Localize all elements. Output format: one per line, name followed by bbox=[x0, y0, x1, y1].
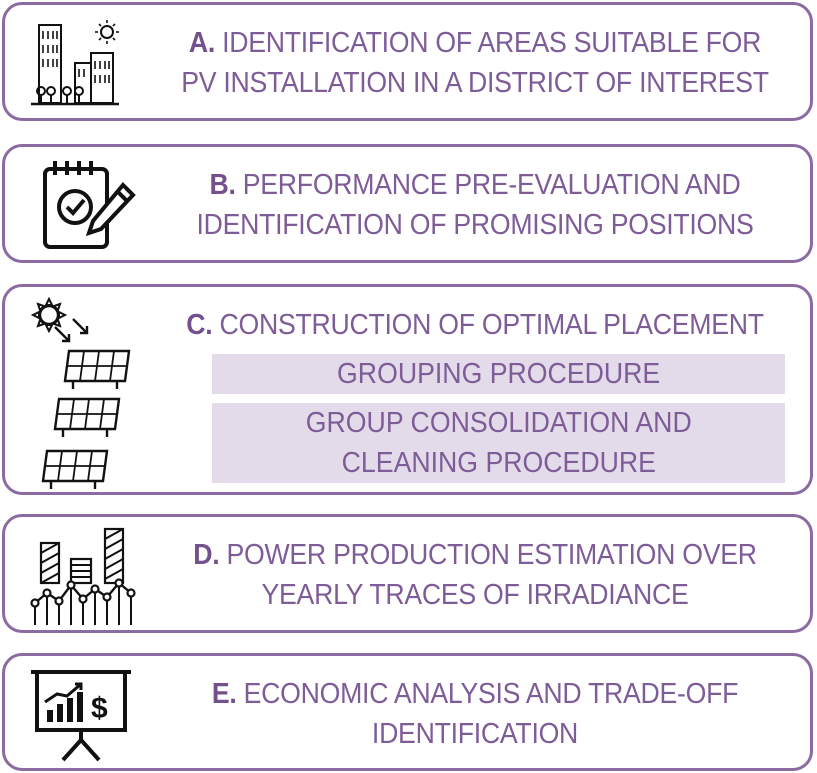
city-buildings-icon bbox=[27, 17, 123, 113]
step-e-title: E. ECONOMIC ANALYSIS AND TRADE-OFF IDENTI… bbox=[211, 678, 739, 750]
step-d-panel: D. POWER PRODUCTION ESTIMATION OVER YEARL… bbox=[2, 514, 813, 633]
sun-solar-panels-icon bbox=[29, 295, 139, 491]
substep-consolidation-cleaning: GROUP CONSOLIDATION AND CLEANING PROCEDUR… bbox=[212, 403, 785, 483]
step-e-panel: $ E. ECONOMIC ANALYSIS AND TRADE-OFF IDEN… bbox=[2, 653, 813, 771]
step-c-panel: C. CONSTRUCTION OF OPTIMAL PLACEMENT GRO… bbox=[2, 284, 813, 495]
step-d-title: D. POWER PRODUCTION ESTIMATION OVER YEARL… bbox=[193, 539, 757, 611]
bar-line-chart-icon bbox=[29, 523, 139, 627]
step-a-title: A. IDENTIFICATION OF AREAS SUITABLE FOR P… bbox=[181, 27, 769, 99]
step-c-title: C. CONSTRUCTION OF OPTIMAL PLACEMENT bbox=[186, 309, 764, 341]
step-b-title: B. PERFORMANCE PRE-EVALUATION AND IDENTIF… bbox=[196, 169, 754, 241]
step-b-panel: B. PERFORMANCE PRE-EVALUATION AND IDENTIF… bbox=[2, 144, 813, 263]
presentation-dollar-icon: $ bbox=[27, 666, 137, 762]
step-a-panel: A. IDENTIFICATION OF AREAS SUITABLE FOR P… bbox=[2, 2, 813, 121]
checklist-pencil-icon bbox=[37, 155, 147, 255]
substep-grouping: GROUPING PROCEDURE bbox=[212, 354, 785, 394]
svg-text:$: $ bbox=[91, 692, 108, 725]
